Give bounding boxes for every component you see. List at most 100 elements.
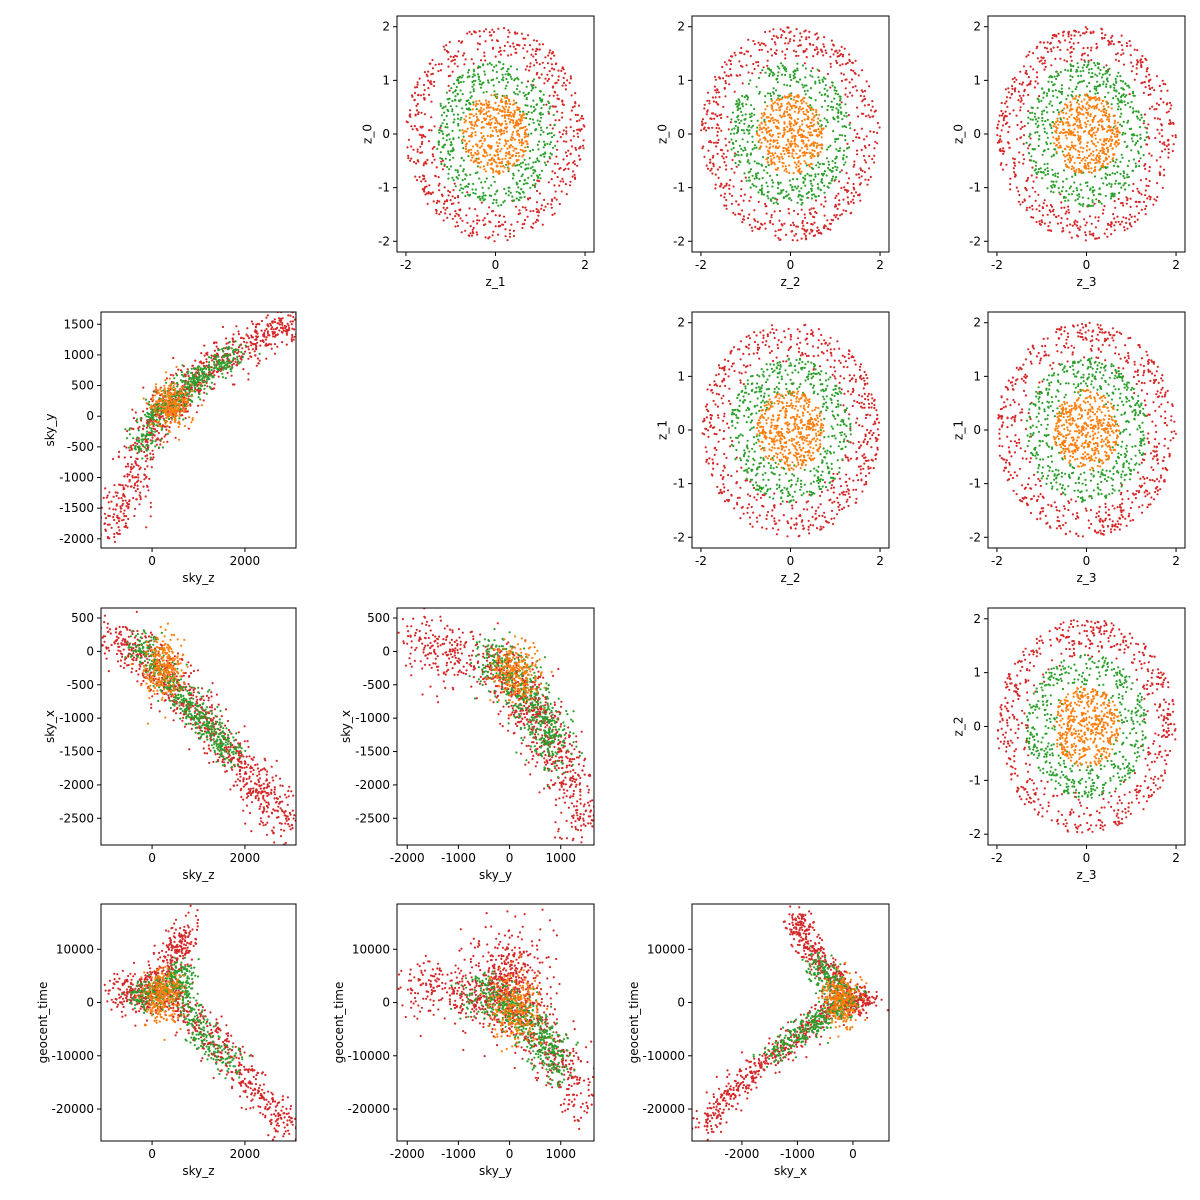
scatter-point <box>539 133 542 136</box>
scatter-point <box>1080 171 1083 174</box>
scatter-point <box>804 93 807 96</box>
scatter-point <box>766 140 769 143</box>
scatter-point <box>729 132 733 135</box>
scatter-point <box>1084 231 1087 234</box>
scatter-point <box>1119 172 1122 176</box>
scatter-point <box>1025 55 1028 58</box>
scatter-point <box>784 53 787 56</box>
scatter-point <box>1029 83 1032 86</box>
scatter-point <box>534 160 537 164</box>
scatter-point <box>1153 117 1156 120</box>
scatter-point <box>1088 170 1091 174</box>
scatter-point <box>1111 172 1114 175</box>
scatter-point <box>764 128 768 131</box>
scatter-point <box>1015 186 1018 189</box>
scatter-point <box>555 148 559 151</box>
scatter-point <box>1120 34 1123 37</box>
scatter-point <box>516 164 519 167</box>
scatter-point <box>1029 65 1032 68</box>
scatter-point <box>1090 126 1093 130</box>
scatter-point <box>1103 127 1106 131</box>
scatter-point <box>1059 57 1062 60</box>
scatter-point <box>1118 92 1121 95</box>
scatter-point <box>506 126 509 129</box>
scatter-point <box>792 171 795 175</box>
scatter-point <box>507 29 510 32</box>
scatter-point <box>1133 48 1136 51</box>
scatter-point <box>745 103 748 106</box>
scatter-point <box>731 111 735 114</box>
scatter-point <box>1069 78 1072 82</box>
scatter-point <box>733 132 736 135</box>
scatter-point <box>1067 152 1070 155</box>
scatter-point <box>1111 132 1114 135</box>
scatter-point <box>823 87 826 90</box>
scatter-point <box>1130 225 1133 228</box>
scatter-point <box>788 129 791 132</box>
scatter-point <box>558 167 561 170</box>
scatter-point <box>480 201 483 204</box>
scatter-point <box>854 85 857 88</box>
scatter-point <box>720 182 723 185</box>
scatter-point <box>1052 153 1055 156</box>
scatter-point <box>822 54 825 57</box>
scatter-point <box>1120 112 1123 115</box>
scatter-point <box>1095 107 1098 110</box>
scatter-point <box>532 209 535 213</box>
scatter-point <box>1076 156 1080 159</box>
scatter-point <box>509 65 512 68</box>
scatter-point <box>828 222 832 225</box>
scatter-point <box>1145 136 1148 139</box>
scatter-point <box>137 479 140 482</box>
scatter-point <box>1167 143 1170 146</box>
scatter-point <box>817 231 820 235</box>
scatter-point <box>770 199 773 202</box>
scatter-point <box>1027 110 1030 113</box>
scatter-point <box>1148 179 1151 183</box>
scatter-point <box>566 79 569 82</box>
scatter-point <box>1001 168 1005 171</box>
scatter-point <box>443 118 446 122</box>
scatter-point <box>1079 183 1082 186</box>
scatter-point <box>538 160 541 163</box>
scatter-point <box>1092 131 1095 134</box>
scatter-point <box>471 108 474 111</box>
scatter-point <box>730 118 733 121</box>
scatter-point <box>805 56 808 59</box>
scatter-point <box>1113 89 1116 92</box>
scatter-point <box>1034 199 1037 202</box>
scatter-point <box>460 231 463 234</box>
scatter-point <box>1097 67 1100 70</box>
scatter-point <box>836 93 840 96</box>
scatter-point <box>450 202 453 205</box>
scatter-point <box>846 95 849 98</box>
scatter-point <box>134 441 137 444</box>
scatter-point <box>823 117 826 120</box>
scatter-point <box>1042 56 1045 59</box>
scatter-point <box>1117 130 1120 134</box>
scatter-point <box>847 177 851 180</box>
scatter-point <box>1096 92 1099 95</box>
scatter-point <box>1102 108 1105 111</box>
scatter-point <box>851 94 854 97</box>
scatter-point <box>569 126 572 129</box>
scatter-point <box>456 224 460 227</box>
scatter-point <box>788 113 791 116</box>
scatter-point <box>855 89 858 92</box>
scatter-point <box>715 141 718 144</box>
scatter-point <box>475 231 478 234</box>
scatter-point <box>1114 124 1117 127</box>
scatter-point <box>851 86 855 89</box>
scatter-point <box>1093 126 1096 129</box>
scatter-point <box>431 191 434 194</box>
scatter-point <box>236 352 239 355</box>
scatter-point <box>482 154 485 157</box>
scatter-point <box>1050 184 1053 188</box>
scatter-point <box>1104 156 1108 159</box>
scatter-point <box>1136 187 1139 190</box>
scatter-point <box>1036 76 1039 79</box>
scatter-point <box>820 203 823 206</box>
scatter-point <box>126 475 129 478</box>
scatter-point <box>465 150 468 153</box>
scatter-point <box>766 194 769 198</box>
